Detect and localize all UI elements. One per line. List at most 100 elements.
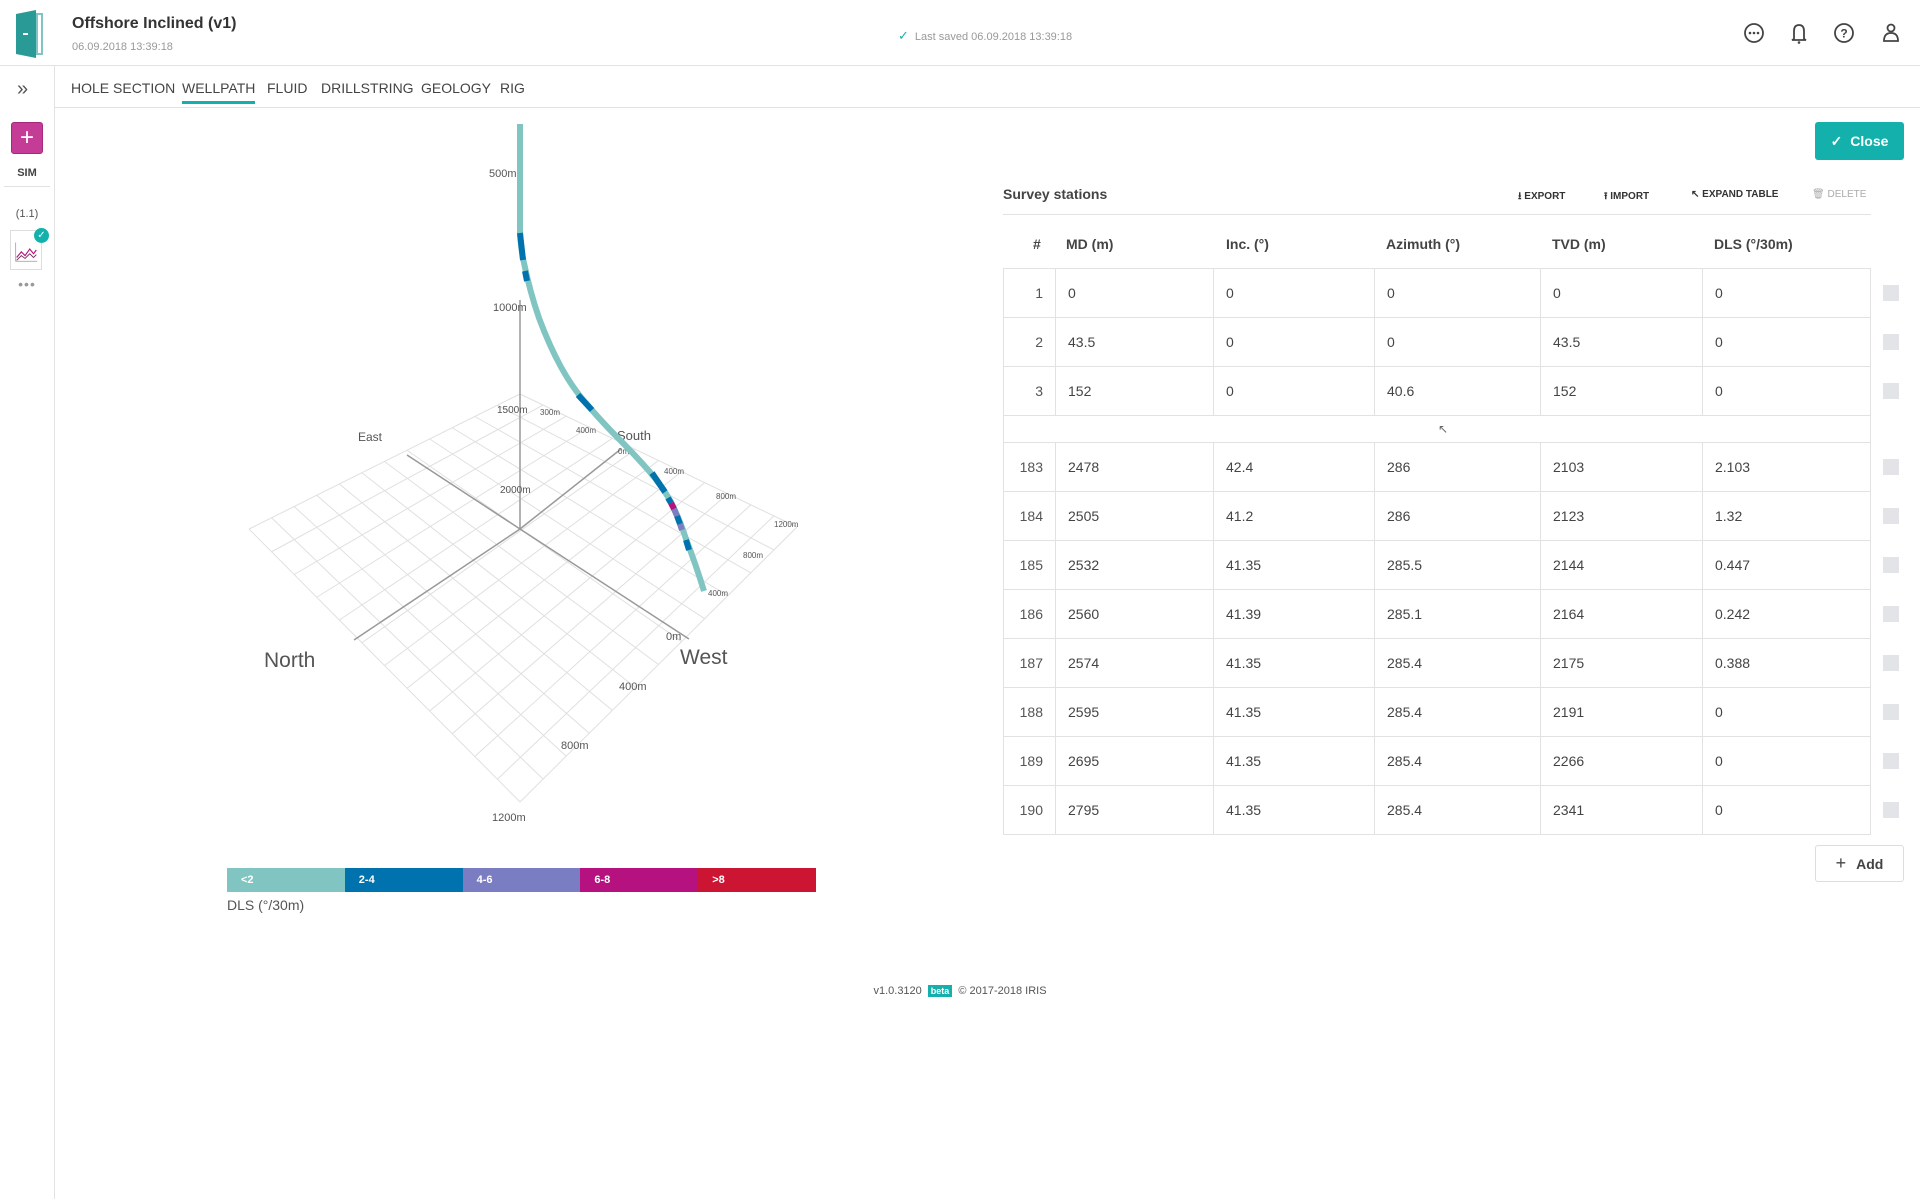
table-cell[interactable]: 1.32 xyxy=(1702,491,1871,541)
table-cell[interactable]: 0 xyxy=(1374,317,1541,367)
tab-rig[interactable]: RIG xyxy=(500,80,525,96)
tab-drillstring[interactable]: DRILLSTRING xyxy=(321,80,414,96)
table-cell[interactable]: 285.4 xyxy=(1374,687,1541,737)
expand-table-button[interactable]: ↖ EXPAND TABLE xyxy=(1691,189,1779,200)
table-cell[interactable]: 2560 xyxy=(1055,589,1214,639)
row-checkbox[interactable] xyxy=(1883,459,1899,475)
table-cell[interactable]: 2123 xyxy=(1540,491,1703,541)
tab-wellpath[interactable]: WELLPATH xyxy=(182,80,256,104)
tab-hole-section[interactable]: HOLE SECTION xyxy=(71,80,176,96)
table-cell[interactable]: 285.4 xyxy=(1374,638,1541,688)
row-checkbox[interactable] xyxy=(1883,753,1899,769)
table-cell[interactable]: 2103 xyxy=(1540,442,1703,492)
table-cell[interactable]: 285.1 xyxy=(1374,589,1541,639)
table-cell[interactable]: 2164 xyxy=(1540,589,1703,639)
table-cell[interactable]: 285.5 xyxy=(1374,540,1541,590)
row-checkbox[interactable] xyxy=(1883,655,1899,671)
more-icon[interactable] xyxy=(1741,20,1767,46)
table-cell[interactable]: 0 xyxy=(1702,366,1871,416)
table-cell[interactable]: 0.447 xyxy=(1702,540,1871,590)
table-row[interactable]: 187 2574 41.35 285.4 2175 0.388 xyxy=(1003,638,1871,688)
table-cell[interactable]: 2191 xyxy=(1540,687,1703,737)
row-checkbox[interactable] xyxy=(1883,704,1899,720)
table-row[interactable]: 190 2795 41.35 285.4 2341 0 xyxy=(1003,785,1871,835)
help-icon[interactable]: ? xyxy=(1831,20,1857,46)
table-cell[interactable]: 2.103 xyxy=(1702,442,1871,492)
row-checkbox[interactable] xyxy=(1883,557,1899,573)
table-cell[interactable]: 285.4 xyxy=(1374,785,1541,835)
table-cell[interactable]: 41.35 xyxy=(1213,736,1375,786)
table-cell[interactable]: 2144 xyxy=(1540,540,1703,590)
table-cell[interactable]: 2574 xyxy=(1055,638,1214,688)
tab-geology[interactable]: GEOLOGY xyxy=(421,80,492,96)
table-cell[interactable]: 0 xyxy=(1374,268,1541,318)
export-button[interactable]: ⭳ EXPORT xyxy=(1518,191,1566,202)
table-cell[interactable]: 2695 xyxy=(1055,736,1214,786)
table-cell[interactable]: 2341 xyxy=(1540,785,1703,835)
table-cell[interactable]: 41.2 xyxy=(1213,491,1375,541)
row-checkbox[interactable] xyxy=(1883,334,1899,350)
table-cell[interactable]: 2478 xyxy=(1055,442,1214,492)
collapsed-rows[interactable]: ↖ xyxy=(1003,415,1871,443)
row-index: 185 xyxy=(1003,540,1056,590)
tab-fluid[interactable]: FLUID xyxy=(267,80,308,96)
table-cell[interactable]: 0 xyxy=(1702,785,1871,835)
table-cell[interactable]: 0 xyxy=(1540,268,1703,318)
add-simulation-button[interactable]: + xyxy=(11,122,43,154)
table-cell[interactable]: 2175 xyxy=(1540,638,1703,688)
table-cell[interactable]: 0 xyxy=(1213,268,1375,318)
table-row[interactable]: 3 152 0 40.6 152 0 xyxy=(1003,366,1871,416)
table-cell[interactable]: 41.39 xyxy=(1213,589,1375,639)
row-checkbox[interactable] xyxy=(1883,285,1899,301)
table-row[interactable]: 185 2532 41.35 285.5 2144 0.447 xyxy=(1003,540,1871,590)
row-checkbox[interactable] xyxy=(1883,802,1899,818)
row-checkbox[interactable] xyxy=(1883,508,1899,524)
table-cell[interactable]: 43.5 xyxy=(1540,317,1703,367)
more-simulations-icon[interactable]: ••• xyxy=(18,276,36,292)
table-cell[interactable]: 0 xyxy=(1213,366,1375,416)
wellpath-3d-plot[interactable]: 500m 1000m 1500m 2000m 300m 400m 0m 400m… xyxy=(0,0,1000,860)
table-cell[interactable]: 0 xyxy=(1213,317,1375,367)
table-cell[interactable]: 2532 xyxy=(1055,540,1214,590)
table-cell[interactable]: 0 xyxy=(1702,317,1871,367)
table-cell[interactable]: 0 xyxy=(1702,736,1871,786)
table-cell[interactable]: 41.35 xyxy=(1213,540,1375,590)
row-checkbox[interactable] xyxy=(1883,383,1899,399)
table-cell[interactable]: 0 xyxy=(1702,268,1871,318)
table-row[interactable]: 184 2505 41.2 286 2123 1.32 xyxy=(1003,491,1871,541)
table-cell[interactable]: 0 xyxy=(1702,687,1871,737)
table-row[interactable]: 186 2560 41.39 285.1 2164 0.242 xyxy=(1003,589,1871,639)
expand-rows-icon[interactable]: ↖ xyxy=(1003,415,1871,443)
table-cell[interactable]: 43.5 xyxy=(1055,317,1214,367)
table-cell[interactable]: 2595 xyxy=(1055,687,1214,737)
table-cell[interactable]: 2266 xyxy=(1540,736,1703,786)
table-cell[interactable]: 285.4 xyxy=(1374,736,1541,786)
row-checkbox[interactable] xyxy=(1883,606,1899,622)
table-cell[interactable]: 41.35 xyxy=(1213,687,1375,737)
table-cell[interactable]: 152 xyxy=(1540,366,1703,416)
import-button[interactable]: ⭱ IMPORT xyxy=(1604,191,1650,202)
table-cell[interactable]: 286 xyxy=(1374,491,1541,541)
table-cell[interactable]: 41.35 xyxy=(1213,785,1375,835)
expand-sidebar-icon[interactable]: » xyxy=(17,78,29,100)
close-button[interactable]: ✓ Close xyxy=(1815,122,1904,160)
add-row-button[interactable]: + Add xyxy=(1815,845,1904,882)
table-row[interactable]: 183 2478 42.4 286 2103 2.103 xyxy=(1003,442,1871,492)
table-row[interactable]: 188 2595 41.35 285.4 2191 0 xyxy=(1003,687,1871,737)
bell-icon[interactable] xyxy=(1786,20,1812,46)
table-cell[interactable]: 286 xyxy=(1374,442,1541,492)
table-cell[interactable]: 0.242 xyxy=(1702,589,1871,639)
table-row[interactable]: 2 43.5 0 0 43.5 0 xyxy=(1003,317,1871,367)
user-icon[interactable] xyxy=(1878,20,1904,46)
table-cell[interactable]: 2795 xyxy=(1055,785,1214,835)
delete-button[interactable]: 🗑 DELETE xyxy=(1812,189,1867,200)
table-cell[interactable]: 152 xyxy=(1055,366,1214,416)
table-cell[interactable]: 41.35 xyxy=(1213,638,1375,688)
table-cell[interactable]: 42.4 xyxy=(1213,442,1375,492)
table-cell[interactable]: 0.388 xyxy=(1702,638,1871,688)
table-cell[interactable]: 40.6 xyxy=(1374,366,1541,416)
table-cell[interactable]: 2505 xyxy=(1055,491,1214,541)
table-row[interactable]: 189 2695 41.35 285.4 2266 0 xyxy=(1003,736,1871,786)
table-cell[interactable]: 0 xyxy=(1055,268,1214,318)
